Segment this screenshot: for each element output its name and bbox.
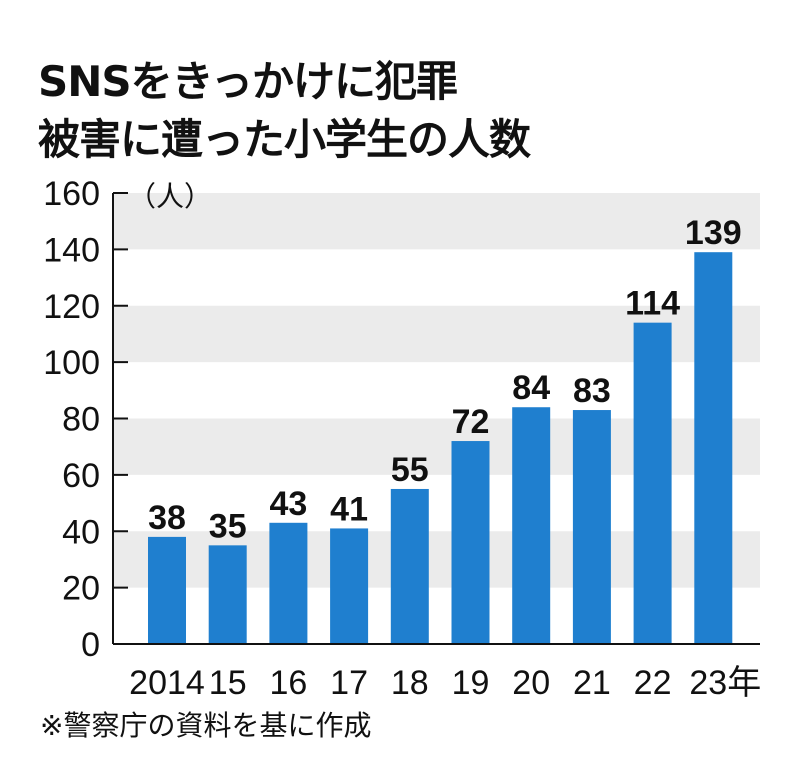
- data-label: 35: [209, 507, 247, 545]
- y-tick-label: 0: [81, 626, 100, 664]
- y-tick-label: 20: [62, 570, 100, 608]
- x-tick-label: 20: [512, 664, 550, 702]
- bar-17: [330, 528, 369, 644]
- y-tick-label: 40: [62, 513, 100, 551]
- bar-22: [633, 322, 672, 644]
- bar-16: [269, 522, 308, 644]
- y-tick-label: 100: [43, 344, 100, 382]
- x-tick-label: 19: [452, 664, 490, 702]
- y-tick-label: 160: [43, 175, 100, 213]
- y-tick-label: 120: [43, 288, 100, 326]
- bar-20: [512, 407, 551, 644]
- y-tick-label: 60: [62, 457, 100, 495]
- bar-21: [572, 410, 611, 644]
- chart-title-line-1: SNSをきっかけに犯罪: [38, 57, 458, 106]
- bar-18: [390, 488, 429, 644]
- bar-2014: [148, 536, 186, 644]
- x-tick-label: 23年: [689, 664, 761, 702]
- x-tick-label: 18: [391, 664, 429, 702]
- data-label: 72: [452, 403, 490, 441]
- data-label: 114: [625, 285, 680, 323]
- unit-label: （人）: [128, 180, 212, 213]
- x-tick-label: 22: [634, 664, 672, 702]
- bar-19: [451, 441, 490, 644]
- data-label: 38: [148, 499, 186, 537]
- data-label: 41: [330, 490, 368, 528]
- bar-23年: [694, 252, 733, 644]
- data-label: 139: [685, 214, 742, 252]
- x-tick-label: 17: [330, 664, 368, 702]
- x-tick-label: 2014: [129, 664, 205, 702]
- source-note: ※警察庁の資料を基に作成: [40, 709, 372, 742]
- y-tick-label: 140: [43, 231, 100, 269]
- y-tick-label: 80: [62, 401, 100, 439]
- data-label: 55: [391, 451, 429, 489]
- data-label: 83: [573, 372, 611, 410]
- data-label: 43: [269, 485, 307, 523]
- chart-title-line-2: 被害に遭った小学生の人数: [38, 115, 531, 164]
- x-tick-label: 21: [573, 664, 611, 702]
- grid-band: [113, 193, 760, 250]
- bar-15: [208, 545, 247, 644]
- x-tick-label: 16: [269, 664, 307, 702]
- x-tick-label: 15: [209, 664, 247, 702]
- data-label: 84: [512, 369, 550, 407]
